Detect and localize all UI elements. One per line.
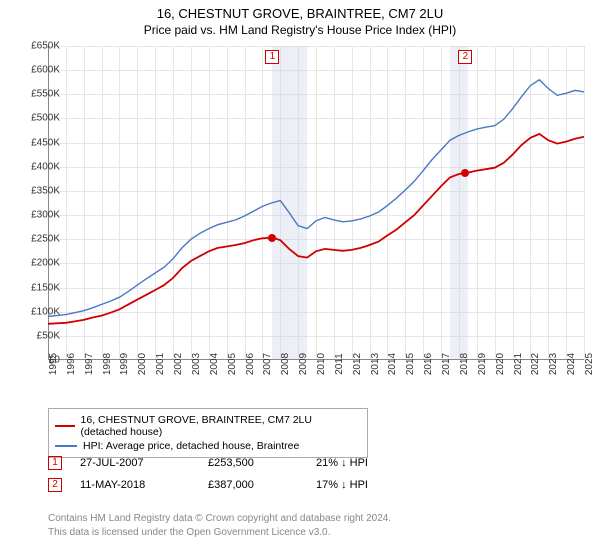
footer-line: Contains HM Land Registry data © Crown c… [48,512,584,526]
series-line [48,80,584,317]
x-tick-label: 2002 [173,353,184,375]
legend: 16, CHESTNUT GROVE, BRAINTREE, CM7 2LU (… [48,408,368,458]
x-tick-label: 2008 [280,353,291,375]
x-tick-label: 2013 [370,353,381,375]
y-tick-label: £100K [16,306,60,317]
x-tick-label: 2015 [405,353,416,375]
x-tick-label: 2003 [191,353,202,375]
x-tick-label: 2011 [334,353,345,375]
x-tick-label: 2010 [316,353,327,375]
y-tick-label: £300K [16,210,60,221]
y-tick-label: £650K [16,41,60,52]
y-tick-label: £50K [16,330,60,341]
sale-marker-box: 1 [265,50,279,64]
x-tick-label: 2018 [459,353,470,375]
transaction-table: 1 27-JUL-2007 £253,500 21% ↓ HPI 2 11-MA… [48,452,584,496]
x-tick-label: 2023 [548,353,559,375]
y-tick-label: £200K [16,258,60,269]
x-tick-label: 2007 [262,353,273,375]
x-tick-label: 1998 [102,353,113,375]
x-tick-label: 2020 [495,353,506,375]
transaction-date: 27-JUL-2007 [80,457,190,469]
legend-item: HPI: Average price, detached house, Brai… [55,439,361,453]
transaction-price: £387,000 [208,479,298,491]
y-tick-label: £400K [16,161,60,172]
y-tick-label: £150K [16,282,60,293]
x-tick-label: 2006 [245,353,256,375]
x-tick-label: 2004 [209,353,220,375]
transaction-pct: 17% ↓ HPI [316,479,406,491]
x-tick-label: 2017 [441,353,452,375]
sale-marker-dot [268,234,276,242]
x-tick-label: 2014 [387,353,398,375]
x-tick-label: 2021 [513,353,524,375]
legend-swatch [55,425,75,427]
legend-swatch [55,445,77,447]
legend-item: 16, CHESTNUT GROVE, BRAINTREE, CM7 2LU (… [55,413,361,439]
x-tick-label: 1999 [119,353,130,375]
x-tick-label: 1996 [66,353,77,375]
x-tick-label: 1997 [84,353,95,375]
chart-lines [48,46,584,360]
sale-marker-box: 2 [458,50,472,64]
transaction-price: £253,500 [208,457,298,469]
y-tick-label: £250K [16,234,60,245]
x-tick-label: 2019 [477,353,488,375]
page-title: 16, CHESTNUT GROVE, BRAINTREE, CM7 2LU [0,0,600,21]
x-tick-label: 2016 [423,353,434,375]
series-line [48,134,584,324]
transaction-index: 1 [48,456,62,470]
x-tick-label: 2022 [530,353,541,375]
y-tick-label: £500K [16,113,60,124]
x-tick-label: 1995 [48,353,59,375]
table-row: 2 11-MAY-2018 £387,000 17% ↓ HPI [48,474,584,496]
x-tick-label: 2012 [352,353,363,375]
page-subtitle: Price paid vs. HM Land Registry's House … [0,21,600,43]
y-tick-label: £550K [16,89,60,100]
y-tick-label: £350K [16,185,60,196]
x-tick-label: 2005 [227,353,238,375]
table-row: 1 27-JUL-2007 £253,500 21% ↓ HPI [48,452,584,474]
legend-label: HPI: Average price, detached house, Brai… [83,440,299,452]
x-tick-label: 2000 [137,353,148,375]
y-tick-label: £600K [16,65,60,76]
chart-container: 16, CHESTNUT GROVE, BRAINTREE, CM7 2LU P… [0,0,600,560]
transaction-pct: 21% ↓ HPI [316,457,406,469]
x-tick-label: 2025 [584,353,595,375]
footer-line: This data is licensed under the Open Gov… [48,526,584,540]
sale-marker-dot [461,169,469,177]
x-tick-label: 2001 [155,353,166,375]
y-tick-label: £450K [16,137,60,148]
transaction-date: 11-MAY-2018 [80,479,190,491]
x-tick-label: 2024 [566,353,577,375]
legend-label: 16, CHESTNUT GROVE, BRAINTREE, CM7 2LU (… [81,414,361,438]
footer-attribution: Contains HM Land Registry data © Crown c… [48,512,584,539]
transaction-index: 2 [48,478,62,492]
x-tick-label: 2009 [298,353,309,375]
